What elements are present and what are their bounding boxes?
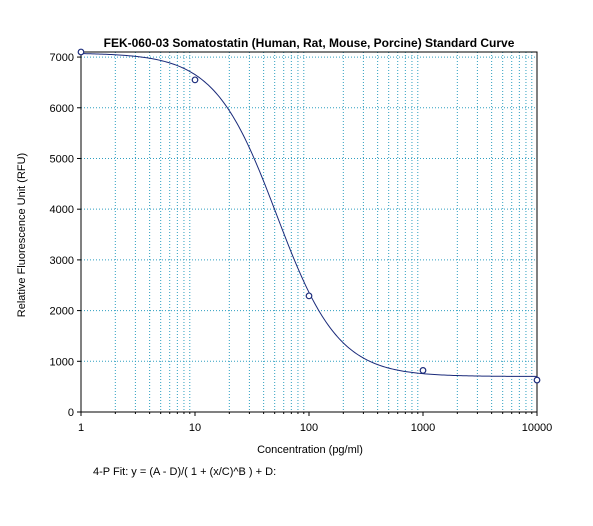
x-tick-label: 1000 [411,422,435,434]
data-points [77,48,541,384]
axis-ticks: 1 10 100 1000 10000 0 1000 2000 3000 4000 5000 6000… [50,52,553,434]
y-tick-label: 1000 [50,356,74,368]
y-tick-label: 2000 [50,306,74,318]
x-tick-label: 100 [300,422,318,434]
data-point [191,76,199,84]
y-axis-label: Relative Fluorescence Unit (RFU) [16,153,28,317]
data-point [305,292,313,300]
data-point [533,376,541,384]
data-point [419,367,427,374]
y-tick-label: 5000 [50,153,74,165]
y-tick-label: 7000 [50,52,74,64]
x-tick-label: 10000 [522,422,553,434]
y-tick-label: 4000 [50,204,74,216]
fit-equation: 4-P Fit: y = (A - D)/( 1 + (x/C)^B ) + D… [93,466,277,478]
y-tick-label: 3000 [50,255,74,267]
grid [81,52,537,412]
x-tick-label: 1 [78,422,84,434]
fit-curve-layer [80,53,538,377]
y-tick-label: 0 [68,407,74,419]
x-tick-label: 10 [189,422,201,434]
y-tick-label: 6000 [50,103,74,115]
fit-curve [80,53,538,377]
data-point [77,48,85,56]
x-axis-label: Concentration (pg/ml) [257,444,363,456]
chart-title: FEK-060-03 Somatostatin (Human, Rat, Mou… [104,36,515,50]
